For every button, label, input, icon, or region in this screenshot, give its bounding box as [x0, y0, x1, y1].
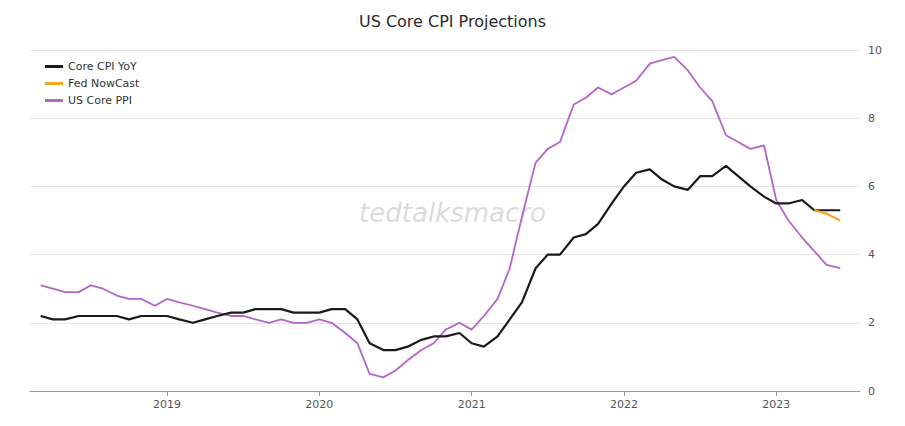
- svg-text:tedtalksmacro: tedtalksmacro: [359, 198, 546, 228]
- svg-text:2021: 2021: [458, 398, 486, 411]
- svg-text:US Core CPI Projections: US Core CPI Projections: [359, 12, 546, 31]
- svg-text:2: 2: [868, 316, 875, 329]
- svg-text:2019: 2019: [153, 398, 181, 411]
- svg-text:8: 8: [868, 112, 875, 125]
- svg-text:2023: 2023: [762, 398, 790, 411]
- svg-text:10: 10: [868, 44, 882, 57]
- svg-text:2022: 2022: [610, 398, 638, 411]
- svg-text:2020: 2020: [305, 398, 333, 411]
- svg-text:Fed NowCast: Fed NowCast: [68, 77, 140, 90]
- svg-text:4: 4: [868, 248, 875, 261]
- svg-text:6: 6: [868, 180, 875, 193]
- svg-text:0: 0: [868, 385, 875, 398]
- svg-text:US Core PPI: US Core PPI: [68, 94, 132, 107]
- svg-text:Core CPI YoY: Core CPI YoY: [68, 60, 137, 73]
